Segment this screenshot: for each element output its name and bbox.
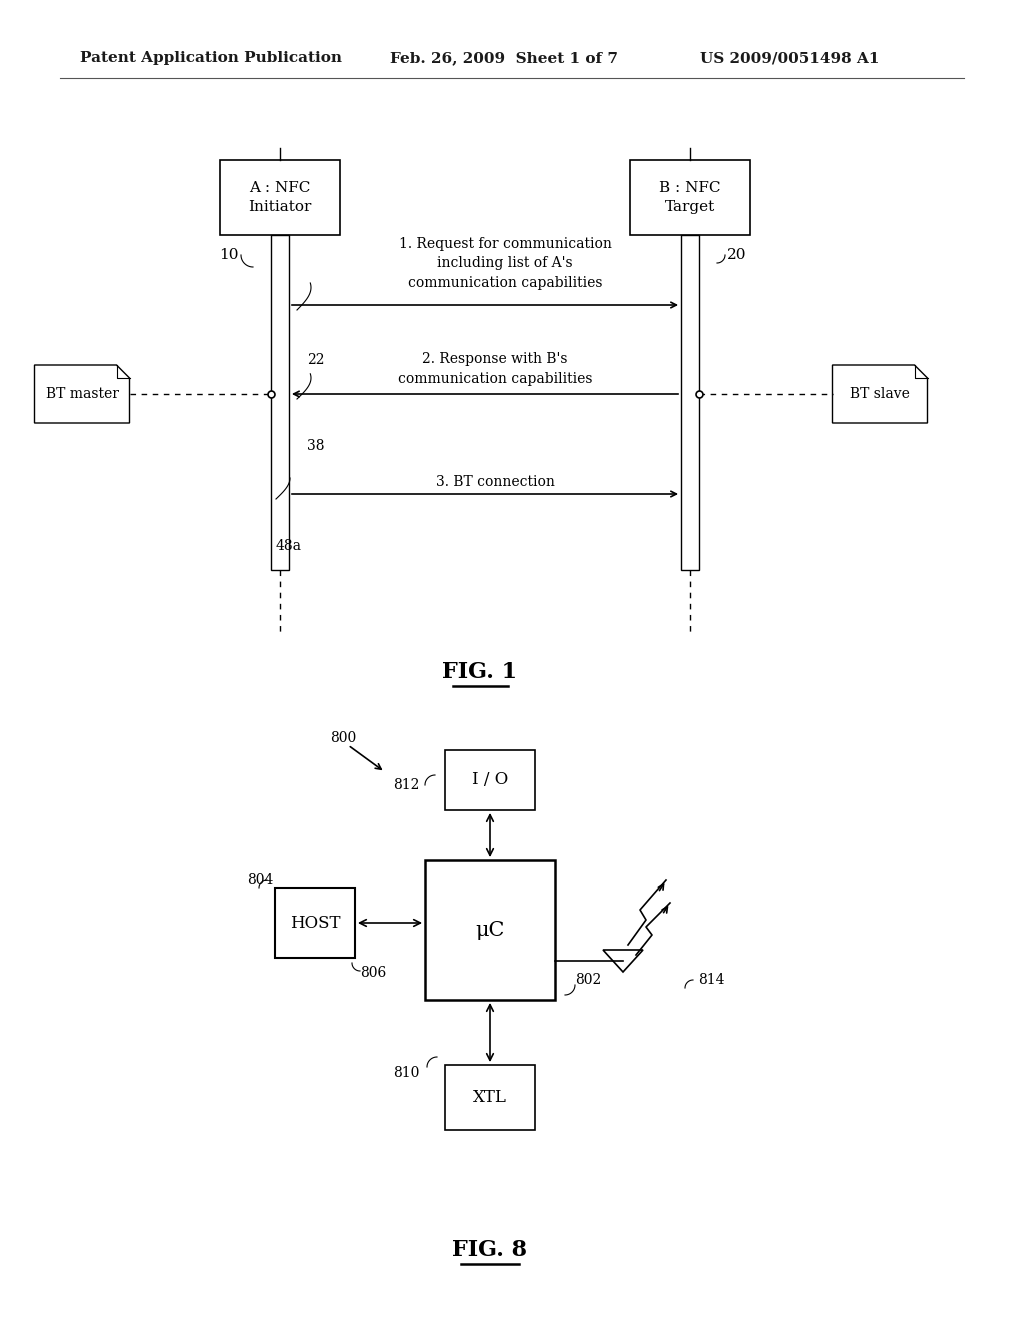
Text: 806: 806: [360, 966, 386, 979]
Bar: [271, 235, 289, 570]
Bar: [630, 160, 750, 235]
Text: 48a: 48a: [276, 539, 302, 553]
Polygon shape: [833, 366, 928, 422]
Text: I / O: I / O: [472, 771, 508, 788]
Text: μC: μC: [475, 920, 505, 940]
Text: US 2009/0051498 A1: US 2009/0051498 A1: [700, 51, 880, 65]
Text: 2. Response with B's
communication capabilities: 2. Response with B's communication capab…: [397, 352, 592, 385]
Bar: [275, 888, 355, 958]
Text: 802: 802: [575, 973, 601, 987]
Text: A : NFC
Initiator: A : NFC Initiator: [248, 181, 311, 214]
Text: BT master: BT master: [45, 387, 119, 401]
Text: 814: 814: [698, 973, 725, 987]
Text: FIG. 1: FIG. 1: [442, 661, 517, 682]
Text: 800: 800: [330, 731, 356, 744]
Bar: [220, 160, 340, 235]
Text: 38: 38: [307, 440, 325, 453]
Text: 804: 804: [247, 873, 273, 887]
Text: FIG. 8: FIG. 8: [453, 1239, 527, 1261]
Text: XTL: XTL: [473, 1089, 507, 1106]
Polygon shape: [603, 950, 643, 972]
Bar: [445, 750, 535, 810]
Text: 3. BT connection: 3. BT connection: [435, 475, 554, 488]
Text: 1. Request for communication
including list of A's
communication capabilities: 1. Request for communication including l…: [398, 238, 611, 290]
Bar: [425, 861, 555, 1001]
Bar: [681, 235, 699, 570]
Text: B : NFC
Target: B : NFC Target: [659, 181, 721, 214]
Text: Feb. 26, 2009  Sheet 1 of 7: Feb. 26, 2009 Sheet 1 of 7: [390, 51, 618, 65]
Text: 22: 22: [307, 352, 325, 367]
Text: HOST: HOST: [290, 915, 340, 932]
Text: 20: 20: [727, 248, 746, 261]
Text: 812: 812: [393, 777, 420, 792]
Polygon shape: [35, 366, 129, 422]
Text: BT slave: BT slave: [850, 387, 910, 401]
Text: 810: 810: [393, 1067, 420, 1080]
Bar: [445, 1065, 535, 1130]
Text: 10: 10: [219, 248, 239, 261]
Text: Patent Application Publication: Patent Application Publication: [80, 51, 342, 65]
